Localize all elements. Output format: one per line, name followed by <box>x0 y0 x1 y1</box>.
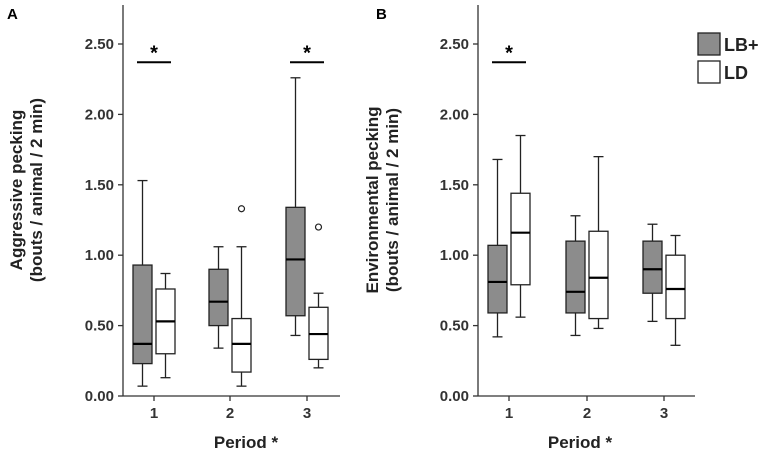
box-iqr <box>231 317 252 373</box>
panel-a-y-tick-label: 1.00 <box>85 247 114 264</box>
panel-b-xlabel: Period * <box>548 433 613 452</box>
box-iqr <box>132 264 153 365</box>
legend-swatch-ld <box>697 60 721 84</box>
panel-a-y-tick-label: 2.00 <box>85 106 114 123</box>
panel-a-y-tick-label: 1.50 <box>85 177 114 194</box>
panel-a-box-lb-period-3 <box>285 77 306 337</box>
panel-a-ylabel-line2: (bouts / animal / 2 min) <box>27 98 46 282</box>
panel-b-significance-star: * <box>505 42 513 64</box>
panel-a-y-tick-label: 0.00 <box>85 388 114 405</box>
panel-b-x-tick-label: 1 <box>505 405 513 422</box>
panel-a-significance-star: * <box>150 42 158 64</box>
box-iqr <box>510 192 531 286</box>
box-iqr <box>588 230 609 320</box>
panel-b-box-lb-period-3 <box>642 223 663 323</box>
box-iqr <box>565 240 586 314</box>
panel-b-box-ld-period-2 <box>588 155 609 330</box>
legend-label-lb: LB+ <box>724 35 759 55</box>
legend: LB+ LD <box>697 32 759 84</box>
panel-a-box-ld-period-2 <box>231 205 252 387</box>
panel-b-box-lb-period-1 <box>487 158 508 338</box>
panel-b-x-tick-label: 2 <box>583 405 591 422</box>
panel-b-box-ld-period-1 <box>510 134 531 318</box>
box-iqr <box>208 268 229 327</box>
panel-a-x-tick-label: 1 <box>150 405 158 422</box>
panel-b-ylabel: Environmental pecking (bouts / animal / … <box>363 106 402 293</box>
panel-b-y-tick-label: 1.50 <box>440 177 469 194</box>
panel-a-box-ld-period-3 <box>308 223 329 369</box>
panel-b-axis: 0.00 0.50 1.00 1.50 2.00 2.50 1 2 3 <box>440 5 695 422</box>
panel-a-box-ld-period-1 <box>155 272 176 379</box>
panel-b: B Environmental pecking (bouts / animal … <box>363 5 695 452</box>
box-iqr <box>665 254 686 320</box>
panel-a-box-lb-period-1 <box>132 179 153 387</box>
panel-a-x-tick-label: 2 <box>226 405 234 422</box>
box-iqr <box>642 240 663 294</box>
panel-b-ylabel-line1: Environmental pecking <box>363 106 382 293</box>
panel-a-xlabel: Period * <box>214 433 279 452</box>
panel-b-box-lb-period-2 <box>565 215 586 337</box>
panel-a: A Aggressive pecking (bouts / animal / 2… <box>7 5 340 452</box>
panel-a-box-lb-period-2 <box>208 246 229 349</box>
panel-b-y-tick-label: 1.00 <box>440 247 469 264</box>
panel-a-marks: * * <box>132 42 329 387</box>
panel-b-y-tick-label: 0.00 <box>440 388 469 405</box>
panel-b-y-tick-label: 2.00 <box>440 106 469 123</box>
panel-b-box-ld-period-3 <box>665 234 686 346</box>
legend-label-ld: LD <box>724 63 748 83</box>
panel-b-x-tick-label: 3 <box>660 405 668 422</box>
outlier-point <box>314 223 323 231</box>
panel-a-label: A <box>7 6 18 23</box>
panel-a-axis: 0.00 0.50 1.00 1.50 2.00 2.50 1 2 3 <box>85 5 340 422</box>
legend-swatch-lb <box>697 32 721 56</box>
panel-a-ylabel: Aggressive pecking (bouts / animal / 2 m… <box>7 98 46 282</box>
panel-b-y-tick-label: 0.50 <box>440 318 469 335</box>
box-iqr <box>285 206 306 317</box>
outlier-point <box>237 205 246 213</box>
panel-a-x-tick-label: 3 <box>303 405 311 422</box>
panel-b-y-tick-label: 2.50 <box>440 36 469 53</box>
panel-a-significance-star: * <box>303 42 311 64</box>
panel-a-y-tick-label: 0.50 <box>85 318 114 335</box>
box-iqr <box>487 244 508 314</box>
panel-a-y-tick-label: 2.50 <box>85 36 114 53</box>
panel-b-ylabel-line2: (bouts / animal / 2 min) <box>383 108 402 292</box>
panel-b-marks: * <box>487 42 686 346</box>
panel-a-ylabel-line1: Aggressive pecking <box>7 110 26 271</box>
panel-b-label: B <box>376 6 387 23</box>
